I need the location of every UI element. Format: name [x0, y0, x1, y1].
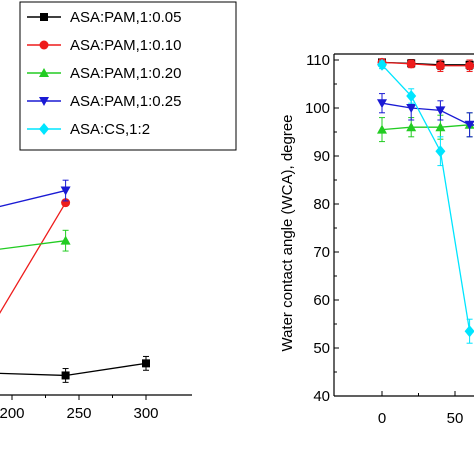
- left-series-line: [0, 240, 66, 250]
- left-series-line: [0, 189, 66, 208]
- right-data-point: [465, 61, 474, 71]
- legend-entry: ASA:PAM,1:0.10: [27, 37, 181, 54]
- left-data-point: [142, 359, 150, 368]
- right-data-point: [435, 145, 446, 158]
- right-y-tick-label: 80: [313, 196, 330, 213]
- left-series: [0, 229, 71, 252]
- right-data-point: [377, 58, 387, 71]
- right-plot-panel: 40 50 60 70 80 90 100 110 0 50 Water contact angle…: [279, 52, 474, 427]
- right-x-tick-label: 50: [447, 410, 464, 427]
- right-y-tick-label: 70: [313, 244, 330, 261]
- left-series: [0, 198, 71, 314]
- legend-entry: ASA:PAM,1:0.05: [27, 9, 181, 26]
- legend-label: ASA:CS,1:2: [70, 121, 150, 138]
- left-data-point: [61, 198, 71, 208]
- legend-entry: ASA:PAM,1:0.25: [27, 93, 181, 110]
- right-series: [377, 58, 474, 344]
- right-series: [377, 93, 474, 138]
- legend-label: ASA:PAM,1:0.10: [70, 37, 181, 54]
- legend-entry: ASA:CS,1:2: [27, 121, 150, 138]
- right-series: [378, 58, 474, 71]
- legend-label: ASA:PAM,1:0.20: [70, 65, 181, 82]
- right-y-tick-label: 50: [313, 340, 330, 357]
- right-data-point: [377, 99, 387, 109]
- legend-marker: [39, 123, 49, 135]
- left-data-point: [60, 186, 71, 196]
- right-y-axis-label: Water contact angle (WCA), degree: [279, 114, 296, 351]
- legend-marker: [39, 97, 49, 106]
- right-y-tick-label: 90: [313, 148, 330, 165]
- legend-marker: [40, 13, 48, 21]
- right-y-tick-label: 100: [305, 100, 330, 117]
- right-series-line: [381, 102, 474, 126]
- right-data-point: [406, 104, 417, 113]
- right-data-point: [435, 106, 446, 116]
- left-series-line: [0, 202, 67, 314]
- left-data-point: [61, 371, 70, 380]
- right-data-point: [406, 59, 416, 69]
- right-y-tick-label: 110: [306, 52, 330, 69]
- legend-box: [19, 1, 237, 151]
- left-x-tick-label: 250: [66, 405, 91, 422]
- right-data-point: [435, 122, 446, 132]
- legend-label: ASA:PAM,1:0.05: [70, 9, 181, 26]
- legend-label: ASA:PAM,1:0.25: [70, 93, 181, 110]
- right-x-tick-label: 0: [378, 410, 386, 427]
- left-x-tick-label: 200: [0, 405, 25, 422]
- left-plot-panel: 200 250 300: [0, 179, 192, 422]
- legend-entry: ASA:PAM,1:0.20: [27, 65, 181, 82]
- legend-marker: [39, 68, 49, 77]
- right-data-point: [377, 124, 387, 134]
- right-data-point: [464, 120, 474, 130]
- right-data-point: [435, 61, 445, 71]
- left-series: [0, 355, 150, 383]
- legend-marker: [39, 40, 49, 50]
- left-data-point: [60, 235, 71, 245]
- left-series: [0, 179, 71, 208]
- legend: ASA:PAM,1:0.05 ASA:PAM,1:0.10 ASA:PAM,1:0.…: [19, 1, 237, 151]
- right-data-point: [464, 325, 474, 338]
- right-series: [377, 112, 474, 143]
- right-y-tick-label: 40: [313, 388, 330, 405]
- right-y-tick-label: 60: [313, 292, 330, 309]
- right-data-point: [406, 122, 417, 132]
- left-x-tick-label: 300: [133, 405, 158, 422]
- right-data-point: [406, 90, 417, 102]
- left-series-line: [0, 362, 147, 377]
